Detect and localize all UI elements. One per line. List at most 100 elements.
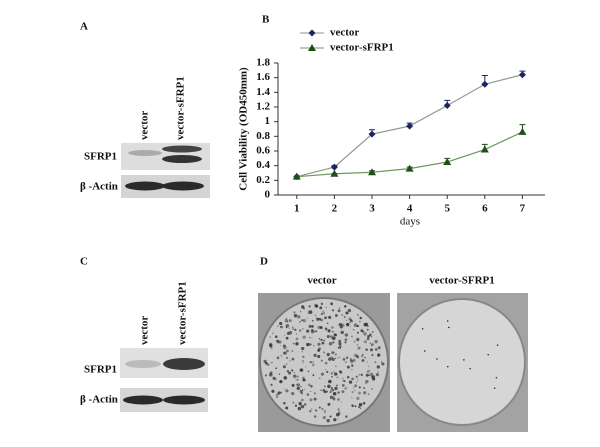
colony <box>311 363 315 367</box>
colony <box>263 359 267 364</box>
colony <box>345 319 348 321</box>
marker <box>292 172 301 180</box>
x-tick-label: 5 <box>444 203 450 215</box>
marker <box>308 44 316 51</box>
x-tick-label: 7 <box>520 203 526 215</box>
colony <box>368 365 370 367</box>
y-tick-label: 1.4 <box>256 86 270 98</box>
colony <box>270 346 273 349</box>
colony <box>274 335 278 339</box>
colony <box>363 332 367 336</box>
colony <box>332 351 335 354</box>
colony <box>367 335 370 338</box>
colony <box>331 330 334 333</box>
colony <box>338 322 343 327</box>
colony <box>302 355 305 359</box>
colony <box>311 337 313 339</box>
colony <box>308 305 311 308</box>
colony <box>283 401 286 405</box>
colony <box>341 384 345 387</box>
colony <box>314 304 319 308</box>
colony <box>357 391 361 395</box>
colony <box>299 389 303 393</box>
colony <box>340 330 345 335</box>
colony <box>331 309 335 312</box>
colony <box>280 325 283 329</box>
colony <box>327 402 331 406</box>
colony <box>343 304 347 308</box>
colony <box>296 383 301 387</box>
marker <box>518 71 526 79</box>
x-tick-label: 1 <box>294 203 300 215</box>
colony <box>272 376 276 380</box>
colony <box>363 322 368 327</box>
colony <box>327 384 331 389</box>
colony <box>358 406 361 409</box>
colony <box>344 361 347 364</box>
colony <box>291 369 294 372</box>
colony <box>326 322 329 325</box>
colony <box>292 374 297 378</box>
colony <box>446 365 449 368</box>
colony <box>276 340 280 344</box>
colony <box>338 311 340 313</box>
colony <box>299 385 303 388</box>
colony <box>282 344 286 348</box>
colony <box>295 333 298 335</box>
colony <box>349 359 353 363</box>
colony <box>270 383 273 386</box>
x-tick-label: 3 <box>369 203 375 215</box>
colony <box>323 390 327 394</box>
colony <box>351 368 353 371</box>
colony <box>300 404 305 409</box>
colony <box>285 406 289 410</box>
colony <box>298 402 302 406</box>
colony <box>317 325 321 329</box>
colony <box>351 363 353 365</box>
x-tick-label: 4 <box>407 203 413 215</box>
colony <box>368 369 371 372</box>
colony <box>285 389 289 393</box>
colony <box>324 368 326 370</box>
colony <box>313 397 317 401</box>
colony <box>357 331 359 334</box>
colony <box>363 391 367 395</box>
colony <box>356 344 359 346</box>
colony <box>306 342 310 347</box>
colony <box>326 334 330 339</box>
colony <box>377 346 381 350</box>
colony <box>280 391 283 394</box>
colony <box>321 341 325 345</box>
colony <box>317 348 321 352</box>
colony <box>285 317 287 319</box>
y-tick-label: 0.4 <box>256 159 270 171</box>
colony <box>302 376 305 380</box>
colony <box>343 315 346 319</box>
lane-label: vector <box>139 111 151 140</box>
row-label: β -Actin <box>80 181 118 193</box>
colony <box>302 319 307 323</box>
colony <box>302 335 306 339</box>
colony <box>345 415 348 418</box>
colony <box>359 407 362 409</box>
colony <box>341 377 344 380</box>
colony <box>311 319 314 322</box>
colony <box>313 415 317 418</box>
colony <box>352 358 356 362</box>
plate-photo <box>258 293 528 432</box>
colony <box>337 346 340 349</box>
colony <box>320 359 323 362</box>
colony <box>371 388 373 390</box>
colony <box>496 344 499 346</box>
y-tick-label: 0.6 <box>256 145 270 157</box>
colony <box>359 320 361 323</box>
colony <box>299 310 302 313</box>
colony <box>364 356 367 359</box>
colony <box>371 343 374 346</box>
marker <box>406 122 414 130</box>
colony <box>351 377 354 381</box>
colony <box>280 345 282 347</box>
colony <box>357 346 361 350</box>
colony <box>340 401 342 403</box>
colony <box>346 386 348 388</box>
